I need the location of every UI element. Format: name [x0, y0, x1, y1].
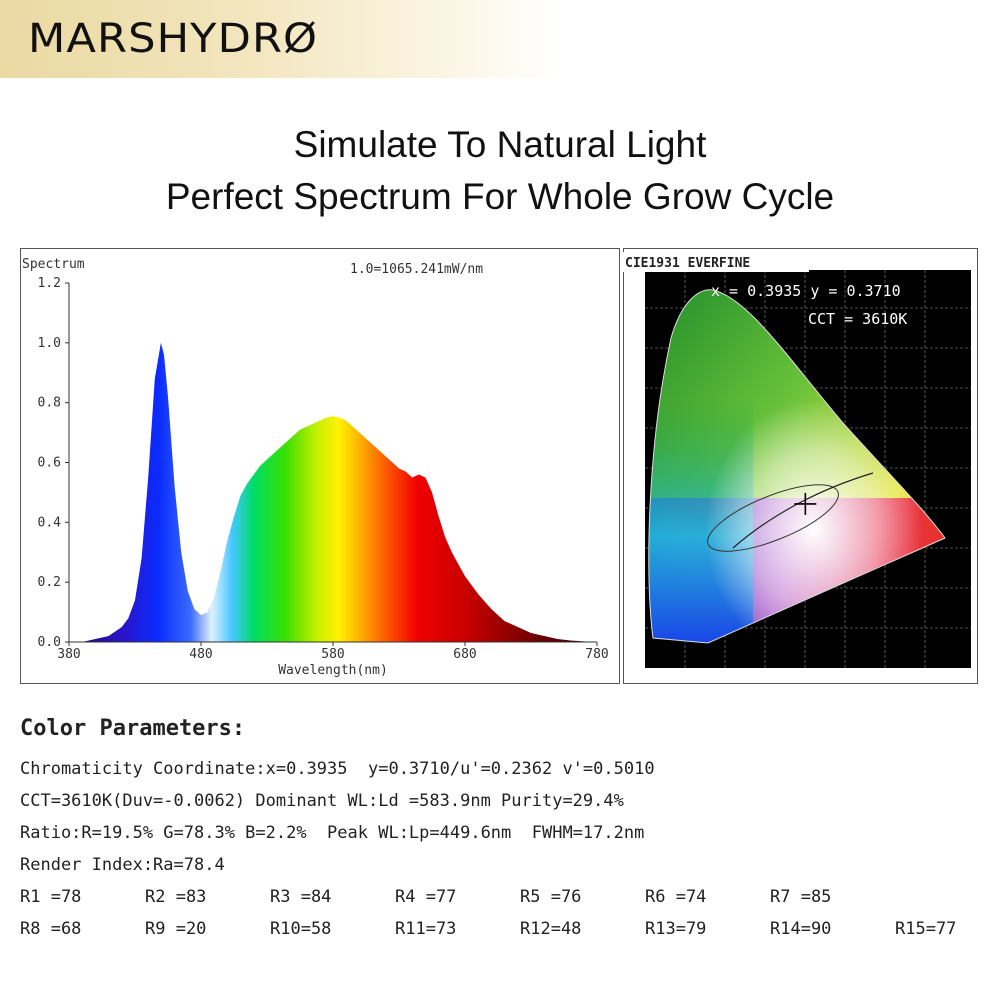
spectrum-y-tick-label: 0.4: [38, 515, 62, 530]
r-value: R7 =85: [770, 887, 832, 907]
brand-logo: MARSHYDRØ: [28, 16, 319, 62]
headline-line-2: Perfect Spectrum For Whole Grow Cycle: [165, 176, 835, 217]
spectral-locus: [648, 289, 946, 644]
spectrum-x-tick-label: 780: [585, 647, 608, 662]
spectrum-title: Spectrum: [22, 257, 85, 272]
spectrum-x-tick-label: 680: [453, 647, 476, 662]
spectrum-x-tick-label: 480: [189, 647, 212, 662]
spectrum-y-tick-label: 1.0: [38, 336, 61, 351]
headline-line-1: Simulate To Natural Light: [293, 124, 707, 165]
spectrum-area: [69, 342, 597, 642]
spectrum-y-tick-label: 0.6: [38, 456, 61, 471]
spectrum-y-tick-label: 0.8: [38, 396, 61, 411]
r-values-row-1: R1 =78 R2 =83 R3 =84 R4 =77 R5 =76 R6 =7…: [20, 881, 1000, 913]
r-values-row-2: R8 =68 R9 =20 R10=58 R11=73 R12=48 R13=7…: [20, 913, 1000, 945]
r-value: R6 =74: [645, 887, 707, 907]
spectrum-x-tick-label: 580: [321, 647, 344, 662]
r-value: R5 =76: [520, 887, 582, 907]
cie-point-marker: [794, 492, 817, 515]
spectrum-x-tick-label: 380: [57, 647, 80, 662]
param-ratio: Ratio:R=19.5% G=78.3% B=2.2% Peak WL:Lp=…: [20, 823, 645, 843]
param-render-index: Render Index:Ra=78.4: [20, 855, 225, 875]
spectrum-y-tick-label: 1.2: [38, 276, 61, 291]
color-parameters: Color Parameters: Chromaticity Coordinat…: [20, 716, 1000, 945]
cie-coordinate-label: x = 0.3935 y = 0.3710: [711, 282, 901, 300]
r-value: R4 =77: [395, 887, 457, 907]
param-cct: CCT=3610K(Duv=-0.0062) Dominant WL:Ld =5…: [20, 791, 624, 811]
cie-cct-label: CCT = 3610K: [808, 310, 907, 328]
color-parameters-title: Color Parameters:: [20, 716, 246, 741]
spectrum-annotation: 1.0=1065.241mW/nm: [350, 262, 483, 277]
spectrum-y-tick-label: 0.2: [38, 575, 61, 590]
r-value: R15=77: [895, 919, 957, 939]
param-chromaticity: Chromaticity Coordinate:x=0.3935 y=0.371…: [20, 759, 655, 779]
r-value: R3 =84: [270, 887, 332, 907]
r-value: R8 =68: [20, 919, 82, 939]
r-value: R9 =20: [145, 919, 207, 939]
r-value: R13=79: [645, 919, 707, 939]
r-value: R2 =83: [145, 887, 207, 907]
cie-title: CIE1931 EVERFINE: [625, 256, 750, 271]
r-value: R11=73: [395, 919, 457, 939]
r-value: R14=90: [770, 919, 832, 939]
r-value: R12=48: [520, 919, 582, 939]
r-value: R1 =78: [20, 887, 82, 907]
spectrum-chart: Spectrum 1.0=1065.241mW/nm 0.0 0.2 0.4 0.6 0…: [20, 248, 620, 684]
spectrum-y-tick-label: 0.0: [38, 635, 61, 650]
spectrum-x-label: Wavelength(nm): [278, 663, 388, 678]
cie-diagram: CIE1931 EVERFINE x = 0.3935 y = 0.3710 C…: [623, 248, 978, 684]
brand-banner: MARSHYDRØ: [0, 0, 560, 78]
r-value: R10=58: [270, 919, 332, 939]
